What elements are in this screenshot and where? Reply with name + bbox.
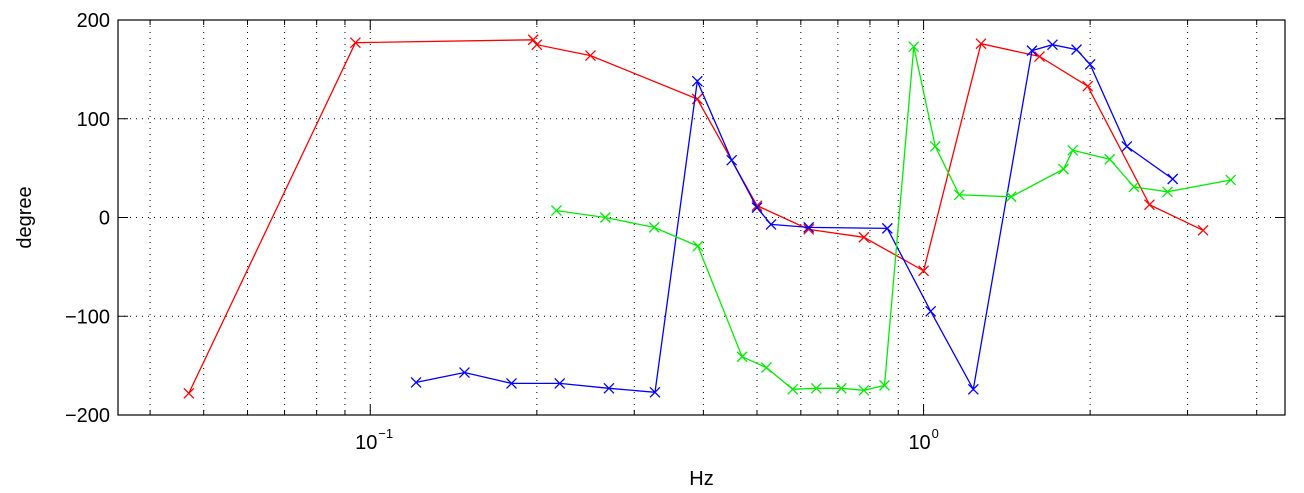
x-axis-label: Hz — [689, 468, 713, 490]
y-tick-label: −200 — [65, 405, 110, 427]
data-point-marker — [967, 383, 979, 395]
data-point-marker — [765, 218, 777, 230]
data-point-marker — [584, 50, 596, 62]
data-point-marker — [975, 38, 987, 50]
data-point-marker — [531, 39, 543, 51]
series-group — [183, 34, 1237, 399]
data-point-marker — [554, 377, 566, 389]
data-point-marker — [751, 202, 763, 214]
tick-marks — [118, 19, 1285, 416]
x-tick-labels: 10 −1 10 0 — [355, 426, 939, 454]
data-point-marker — [908, 41, 920, 53]
data-point-marker — [527, 34, 539, 46]
series-3 — [550, 41, 1237, 396]
data-point-marker — [726, 154, 738, 166]
data-point-marker — [835, 382, 847, 394]
x-tick-exponent: −1 — [378, 426, 393, 441]
y-tick-label: −100 — [65, 306, 110, 328]
data-point-marker — [1104, 153, 1116, 165]
data-point-marker — [810, 382, 822, 394]
data-point-marker — [410, 376, 422, 388]
data-point-marker — [1047, 39, 1058, 51]
data-point-marker — [1058, 163, 1069, 175]
data-point-marker — [550, 205, 562, 217]
y-axis-label: degree — [14, 186, 36, 248]
data-point-marker — [1144, 199, 1155, 211]
data-point-marker — [879, 379, 890, 391]
series-line — [556, 46, 1231, 391]
data-point-marker — [736, 351, 748, 363]
x-tick-label: 10 — [908, 432, 930, 454]
data-point-marker — [803, 223, 815, 235]
data-point-marker — [1067, 144, 1079, 156]
data-point-marker — [858, 384, 870, 396]
data-point-marker — [881, 222, 893, 234]
data-point-marker — [1034, 51, 1045, 62]
data-point-marker — [349, 37, 361, 49]
data-point-marker — [858, 231, 870, 243]
data-point-marker — [1026, 45, 1038, 57]
data-point-marker — [1167, 173, 1179, 185]
data-point-marker — [925, 305, 937, 317]
data-point-marker — [691, 75, 703, 87]
data-point-marker — [918, 265, 930, 277]
data-point-marker — [1005, 191, 1017, 203]
data-point-marker — [929, 140, 941, 152]
x-tick-label: 10 — [355, 432, 377, 454]
data-point-marker — [183, 387, 195, 399]
series-line — [415, 44, 1174, 394]
data-point-marker — [1197, 224, 1209, 236]
y-tick-label: 0 — [99, 208, 110, 230]
x-tick-exponent: 0 — [932, 426, 939, 441]
series-1 — [183, 34, 1209, 399]
data-point-marker — [599, 212, 611, 223]
data-point-marker — [1225, 174, 1237, 186]
data-point-marker — [1121, 140, 1133, 152]
data-point-marker — [692, 240, 704, 252]
data-point-marker — [760, 362, 772, 374]
data-point-marker — [803, 221, 815, 233]
data-point-marker — [1084, 58, 1096, 70]
data-point-marker — [953, 189, 965, 201]
data-point-marker — [459, 367, 470, 378]
data-point-marker — [1071, 44, 1082, 56]
y-tick-labels: −200 −100 0 100 200 — [65, 10, 110, 427]
data-point-marker — [603, 382, 615, 394]
data-point-marker — [506, 377, 517, 389]
data-point-marker — [1128, 181, 1140, 193]
grid-lines — [118, 20, 1285, 415]
data-point-marker — [1082, 80, 1094, 92]
data-point-marker — [787, 383, 799, 395]
y-tick-label: 200 — [77, 10, 110, 32]
plot-frame — [117, 19, 1286, 416]
data-point-marker — [649, 386, 661, 398]
data-point-marker — [1162, 186, 1173, 198]
data-point-marker — [648, 221, 660, 233]
y-tick-label: 100 — [77, 109, 110, 131]
series-2 — [410, 39, 1179, 398]
